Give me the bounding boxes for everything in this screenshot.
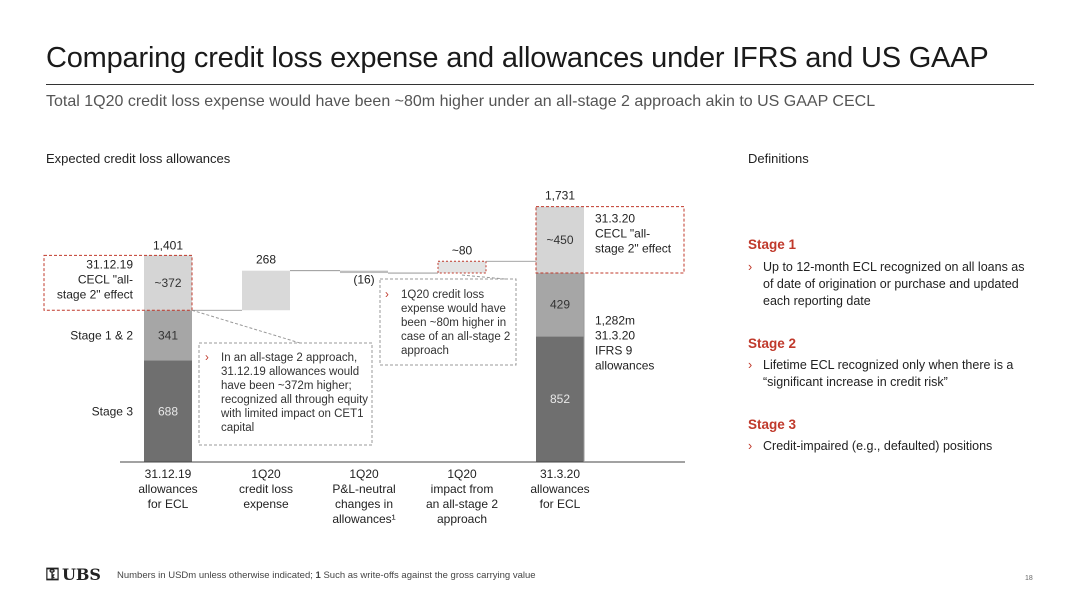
- definition-stage1-text: Up to 12-month ECL recognized on all loa…: [763, 260, 1025, 308]
- total-label-0: 1,401: [153, 238, 183, 252]
- logo-text: UBS: [61, 565, 101, 584]
- bar-4-cecl: [536, 206, 584, 274]
- row-label-stage12: Stage 1 & 2: [70, 328, 133, 342]
- definitions-heading: Definitions: [748, 151, 809, 166]
- left-cecl-callout-box: [43, 254, 193, 311]
- chevron-right-icon: ›: [205, 352, 209, 364]
- waterfall-bar-2: [340, 270, 388, 274]
- category-label-3-1: impact from: [431, 482, 494, 496]
- right-ifrs-label-0: 1,282m: [595, 314, 635, 328]
- category-label-2-2: changes in: [335, 497, 393, 511]
- segment-label-0-stage3: 688: [158, 404, 178, 418]
- footnote-number: 1: [315, 570, 321, 581]
- definition-title-stage3: Stage 3: [748, 417, 797, 432]
- page-subtitle: Total 1Q20 credit loss expense would hav…: [46, 93, 876, 110]
- bar-0-cecl: [144, 255, 192, 311]
- footer-note-rest: Such as write-offs against the gross car…: [320, 570, 536, 581]
- category-label-1-0: 1Q20: [251, 467, 281, 481]
- chevron-right-icon: ›: [385, 289, 389, 301]
- left-callout-text-1: CECL "all-: [78, 272, 133, 286]
- right-cecl-label-0: 31.3.20: [595, 212, 635, 226]
- footer-note: Numbers in USDm unless otherwise indicat…: [117, 570, 536, 581]
- category-label-2-0: 1Q20: [349, 467, 379, 481]
- annotation-left-pointer: [191, 309, 301, 344]
- annotation-right-text: 1Q20 credit loss expense would have been…: [401, 289, 511, 357]
- annotation-right-box: [379, 278, 517, 366]
- definition-stage1: › Up to 12-month ECL recognized on all l…: [748, 259, 1038, 310]
- annotation-right-pointer: [461, 274, 506, 280]
- category-label-4-1: allowances: [530, 482, 589, 496]
- category-label-3-0: 1Q20: [447, 467, 477, 481]
- category-label-4-2: for ECL: [540, 497, 581, 511]
- definition-stage3-text: Credit-impaired (e.g., defaulted) positi…: [763, 439, 993, 453]
- segment-label-0-stage12: 341: [158, 328, 178, 342]
- waterfall-bar-1: [242, 270, 290, 311]
- footer-note-plain: Numbers in USDm unless otherwise indicat…: [117, 570, 316, 581]
- category-label-3-3: approach: [437, 512, 487, 526]
- category-label-2-3: allowances¹: [332, 512, 395, 526]
- chevron-right-icon: ›: [748, 358, 753, 372]
- annotation-right: › 1Q20 credit loss expense would have be…: [385, 288, 513, 358]
- segment-label-4-stage3: 852: [550, 392, 570, 406]
- chevron-right-icon: ›: [748, 260, 753, 274]
- right-ifrs-label-2: IFRS 9: [595, 344, 633, 358]
- right-cecl-label-2: stage 2" effect: [595, 242, 672, 256]
- annotation-left-text: In an all-stage 2 approach, 31.12.19 all…: [221, 352, 369, 434]
- segment-label-4-cecl: ~450: [546, 233, 573, 247]
- definition-stage2-text: Lifetime ECL recognized only when there …: [763, 358, 1014, 389]
- category-label-2-1: P&L-neutral: [332, 482, 395, 496]
- bar-4-stage12: [536, 273, 584, 337]
- row-label-stage3: Stage 3: [92, 404, 134, 418]
- segment-label-0-cecl: ~372: [154, 276, 181, 290]
- bar-0-stage3: [144, 360, 192, 462]
- right-ifrs-label-1: 31.3.20: [595, 329, 635, 343]
- waterfall-label-1: 268: [256, 253, 276, 267]
- category-label-0-2: for ECL: [148, 497, 189, 511]
- chevron-right-icon: ›: [748, 439, 753, 453]
- left-callout-text-2: stage 2" effect: [57, 287, 134, 301]
- title-divider: [46, 84, 1034, 85]
- category-label-1-2: expense: [243, 497, 289, 511]
- waterfall-label-2: (16): [353, 273, 374, 287]
- right-ifrs-label-3: allowances: [595, 359, 654, 373]
- waterfall-bar-3: [437, 260, 487, 274]
- category-label-0-0: 31.12.19: [145, 467, 192, 481]
- chart-heading: Expected credit loss allowances: [46, 151, 231, 166]
- total-label-4: 1,731: [545, 189, 575, 203]
- left-callout-text-0: 31.12.19: [86, 257, 133, 271]
- definition-title-stage1: Stage 1: [748, 237, 797, 252]
- annotation-left: › In an all-stage 2 approach, 31.12.19 a…: [205, 351, 373, 435]
- bar-4-stage3: [536, 336, 584, 462]
- keys-logo-icon: ⚿: [46, 565, 59, 585]
- category-label-1-1: credit loss: [239, 482, 293, 496]
- category-label-3-2: an all-stage 2: [426, 497, 498, 511]
- page-number: 18: [1025, 575, 1033, 582]
- category-label-4-0: 31.3.20: [540, 467, 580, 481]
- definition-stage2: › Lifetime ECL recognized only when ther…: [748, 357, 1038, 391]
- page-title: Comparing credit loss expense and allowa…: [46, 42, 989, 74]
- segment-label-4-stage12: 429: [550, 298, 570, 312]
- annotation-left-box: [198, 342, 373, 446]
- right-cecl-label-1: CECL "all-: [595, 227, 650, 241]
- right-cecl-callout-box: [535, 206, 685, 274]
- category-label-0-1: allowances: [138, 482, 197, 496]
- definition-title-stage2: Stage 2: [748, 336, 797, 351]
- definition-stage3: › Credit-impaired (e.g., defaulted) posi…: [748, 438, 1038, 455]
- ubs-logo: ⚿ UBS: [46, 565, 101, 585]
- bar-0-stage12: [144, 310, 192, 361]
- waterfall-label-3: ~80: [452, 243, 473, 257]
